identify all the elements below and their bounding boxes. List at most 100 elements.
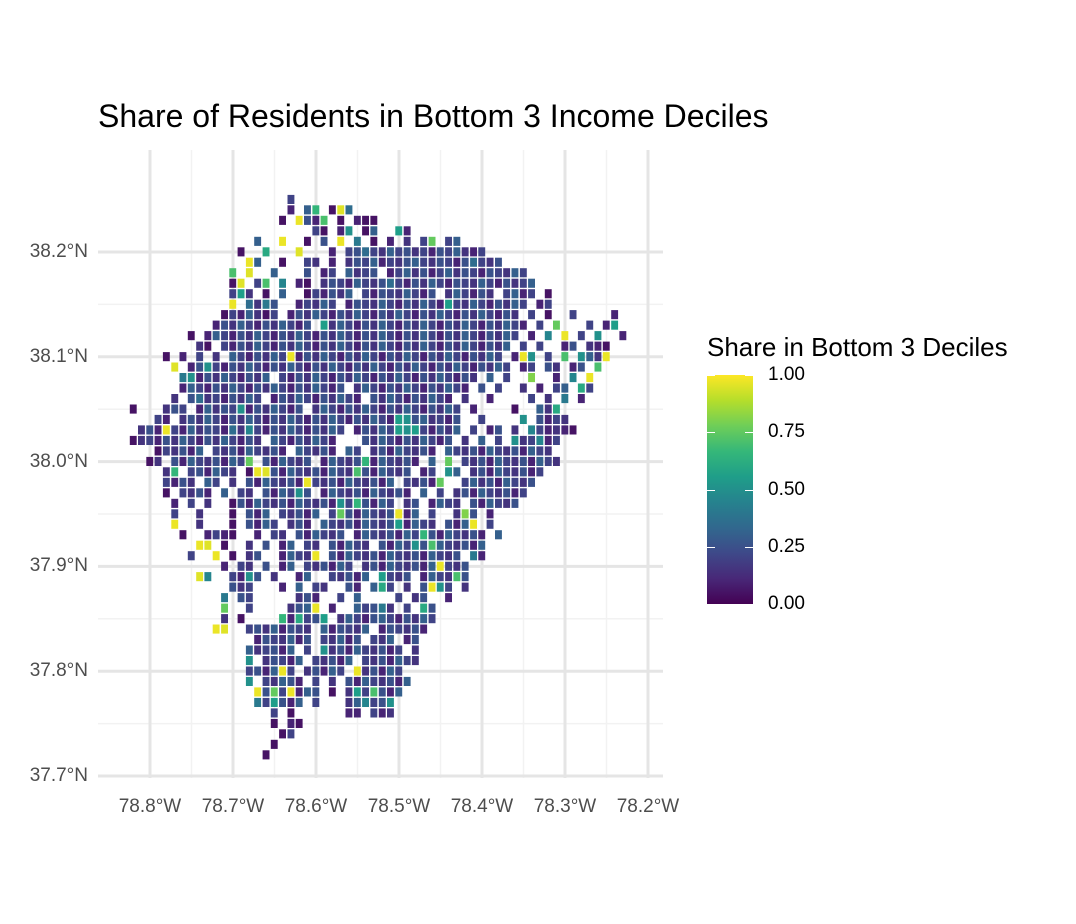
heatmap-cell: [328, 404, 336, 414]
heatmap-cell: [411, 530, 419, 540]
heatmap-cell: [378, 687, 386, 697]
heatmap-cell: [395, 414, 403, 424]
heatmap-cell: [320, 404, 328, 414]
heatmap-cell: [378, 341, 386, 351]
heatmap-cell: [436, 299, 444, 309]
heatmap-cell: [171, 394, 179, 404]
legend-tick-label: 1.00: [768, 364, 805, 385]
heatmap-cell: [378, 394, 386, 404]
heatmap-cell: [428, 498, 436, 508]
heatmap-cell: [353, 624, 361, 634]
heatmap-cell: [403, 456, 411, 466]
heatmap-cell: [411, 383, 419, 393]
heatmap-cell: [287, 320, 295, 330]
heatmap-cell: [362, 467, 369, 477]
heatmap-cell: [345, 310, 353, 320]
heatmap-cell: [287, 341, 295, 351]
heatmap-cell: [362, 676, 369, 686]
heatmap-cell: [403, 331, 411, 341]
heatmap-cell: [262, 488, 270, 498]
heatmap-cell: [312, 687, 320, 697]
heatmap-cell: [237, 425, 245, 435]
heatmap-cell: [345, 331, 353, 341]
heatmap-cell: [428, 603, 436, 613]
heatmap-cell: [436, 278, 444, 288]
heatmap-cell: [345, 268, 353, 278]
heatmap-cell: [304, 561, 311, 571]
heatmap-cell: [586, 341, 594, 351]
heatmap-cell: [304, 593, 311, 603]
heatmap-cell: [245, 446, 253, 456]
heatmap-cell: [279, 236, 286, 246]
heatmap-cell: [577, 331, 585, 341]
heatmap-cell: [362, 666, 369, 676]
heatmap-cell: [362, 477, 369, 487]
heatmap-cell: [428, 352, 436, 362]
heatmap-cell: [486, 310, 494, 320]
heatmap-cell: [461, 477, 469, 487]
heatmap-cell: [262, 383, 270, 393]
heatmap-cell: [270, 572, 278, 582]
heatmap-cell: [279, 404, 286, 414]
heatmap-cell: [378, 299, 386, 309]
heatmap-cell: [237, 352, 245, 362]
heatmap-cell: [187, 414, 195, 424]
heatmap-cell: [420, 299, 428, 309]
heatmap-cell: [229, 551, 237, 561]
heatmap-cell: [179, 404, 187, 414]
heatmap-cell: [337, 656, 345, 666]
heatmap-cell: [328, 551, 336, 561]
heatmap-cell: [519, 299, 527, 309]
heatmap-cell: [370, 603, 378, 613]
heatmap-cell: [387, 635, 394, 645]
heatmap-cell: [279, 341, 286, 351]
heatmap-cell: [229, 456, 237, 466]
heatmap-cell: [428, 320, 436, 330]
x-tick-label: 78.2°W: [616, 796, 680, 817]
heatmap-cell: [245, 362, 253, 372]
heatmap-cell: [304, 498, 311, 508]
heatmap-cell: [337, 362, 345, 372]
heatmap-cell: [370, 697, 378, 707]
heatmap-cell: [196, 373, 204, 383]
heatmap-cell: [254, 572, 262, 582]
legend-tick-mark: [745, 432, 753, 433]
heatmap-cell: [262, 425, 270, 435]
heatmap-cell: [320, 226, 328, 236]
heatmap-cell: [362, 352, 369, 362]
heatmap-cell: [221, 341, 228, 351]
heatmap-cell: [486, 289, 494, 299]
heatmap-cell: [171, 519, 179, 529]
heatmap-cell: [146, 425, 154, 435]
heatmap-cell: [328, 687, 336, 697]
heatmap-cell: [229, 289, 237, 299]
heatmap-cell: [353, 299, 361, 309]
heatmap-cell: [611, 320, 619, 330]
heatmap-cell: [511, 425, 519, 435]
heatmap-cell: [453, 289, 461, 299]
legend-tick-label: 0.00: [768, 593, 805, 614]
heatmap-cell: [395, 572, 403, 582]
heatmap-cell: [395, 331, 403, 341]
heatmap-cell: [204, 383, 212, 393]
heatmap-cell: [337, 320, 345, 330]
heatmap-cell: [287, 718, 295, 728]
x-tick-label: 78.7°W: [201, 796, 265, 817]
heatmap-cell: [519, 320, 527, 330]
heatmap-cell: [387, 414, 394, 424]
heatmap-cell: [295, 383, 303, 393]
heatmap-cell: [478, 446, 486, 456]
heatmap-cell: [312, 561, 320, 571]
heatmap-cell: [586, 373, 594, 383]
heatmap-cell: [262, 687, 270, 697]
heatmap-cell: [179, 425, 187, 435]
heatmap-cell: [353, 414, 361, 424]
heatmap-cell: [436, 414, 444, 424]
heatmap-cell: [453, 446, 461, 456]
heatmap-cell: [420, 331, 428, 341]
heatmap-cell: [428, 289, 436, 299]
heatmap-cell: [453, 341, 461, 351]
x-tick-label: 78.8°W: [118, 796, 182, 817]
heatmap-cell: [511, 488, 519, 498]
heatmap-cell: [362, 488, 369, 498]
